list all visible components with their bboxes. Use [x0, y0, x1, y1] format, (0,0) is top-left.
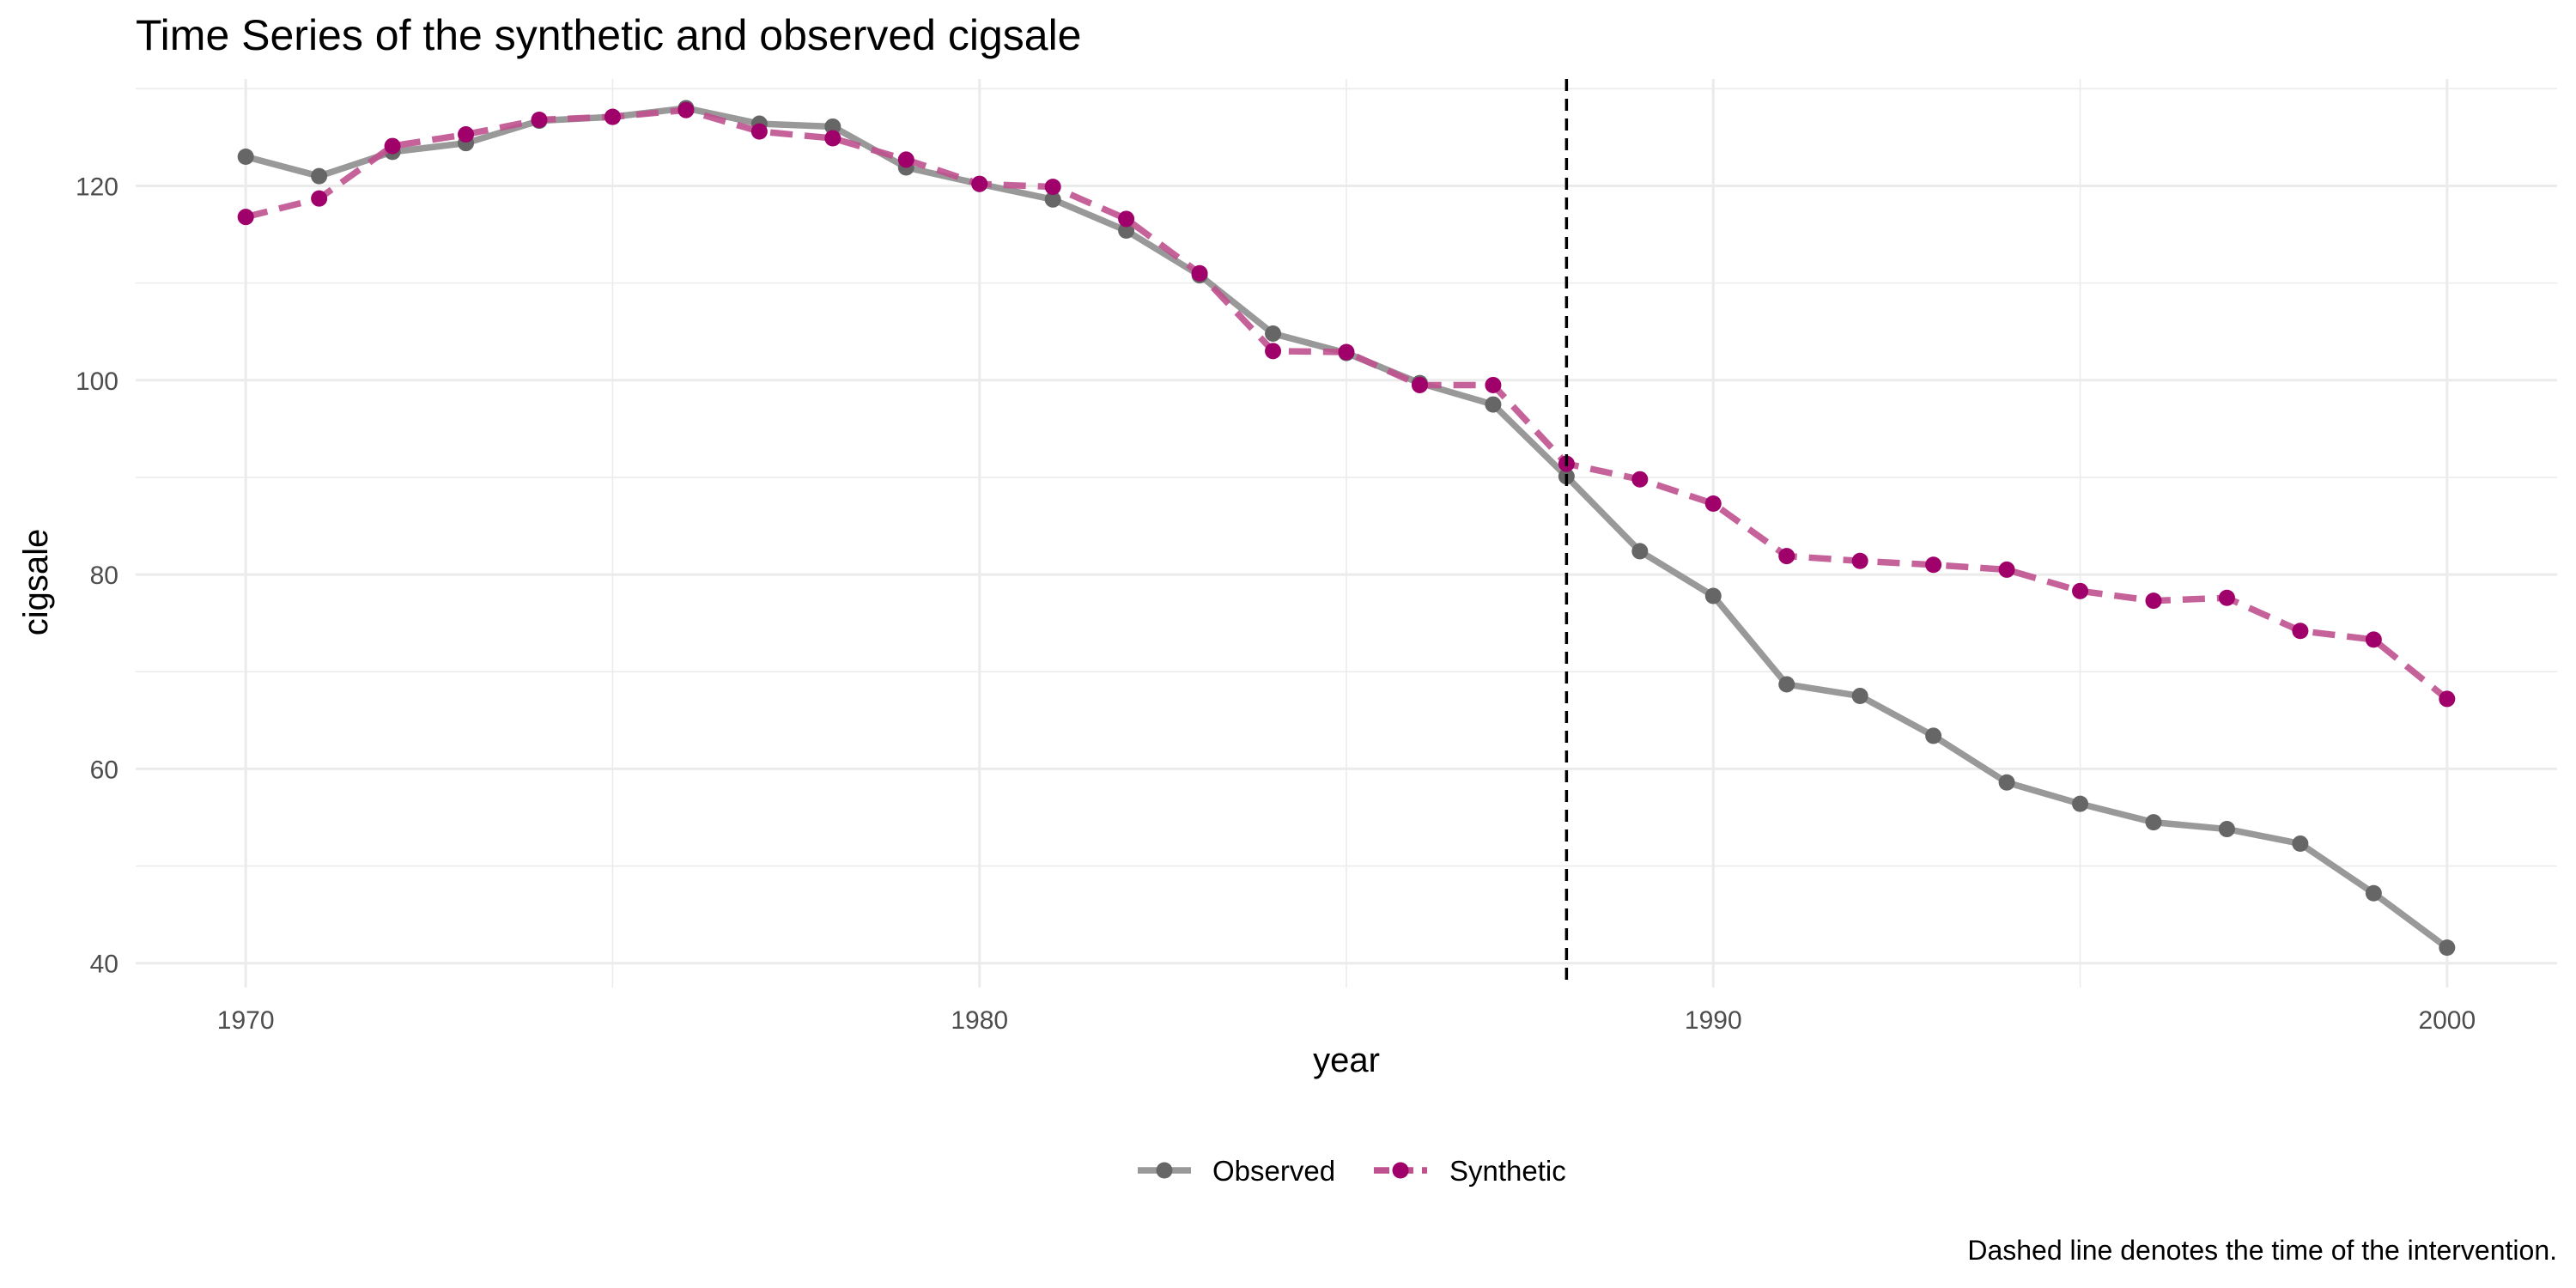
data-point-synthetic [237, 209, 254, 226]
data-point-observed [2218, 821, 2235, 838]
chart-title: Time Series of the synthetic and observe… [136, 11, 1082, 59]
data-point-synthetic [1411, 376, 1428, 393]
data-point-synthetic [2145, 592, 2162, 610]
y-axis-label: cigsale [17, 529, 55, 636]
y-tick-label: 80 [90, 562, 118, 590]
y-tick-label: 120 [76, 173, 118, 201]
y-tick-label: 40 [90, 951, 118, 979]
data-point-synthetic [1704, 495, 1722, 512]
data-point-observed [1631, 543, 1649, 560]
x-tick-label: 1980 [951, 1006, 1008, 1035]
data-point-observed [1704, 587, 1722, 605]
x-axis-label: year [1313, 1042, 1380, 1079]
data-point-synthetic [1998, 561, 2015, 578]
data-point-synthetic [1778, 548, 1795, 565]
data-point-observed [824, 118, 841, 135]
chart-caption: Dashed line denotes the time of the inte… [1967, 1235, 2557, 1266]
data-point-observed [1851, 688, 1868, 705]
data-point-synthetic [897, 151, 914, 168]
data-point-synthetic [1485, 376, 1502, 393]
data-point-observed [1044, 191, 1061, 208]
x-axis-ticks: 1970 1980 1990 2000 [217, 1006, 2476, 1035]
data-point-observed [2292, 835, 2309, 853]
y-tick-label: 60 [90, 756, 118, 784]
data-point-synthetic [1631, 471, 1649, 488]
data-point-observed [1778, 676, 1795, 693]
legend-swatch-point-synthetic [1392, 1162, 1409, 1179]
data-point-observed [2072, 795, 2089, 812]
data-point-synthetic [1925, 556, 1942, 574]
data-point-observed [2365, 884, 2382, 902]
data-point-observed [237, 149, 254, 166]
data-point-synthetic [1118, 210, 1135, 228]
data-point-observed [1485, 396, 1502, 413]
series-synthetic [237, 101, 2456, 708]
legend-label-synthetic: Synthetic [1449, 1155, 1566, 1187]
x-tick-label: 1990 [1685, 1006, 1742, 1035]
legend-swatch-point-observed [1156, 1162, 1173, 1179]
data-point-synthetic [750, 123, 768, 140]
legend-item-observed: Observed [1138, 1155, 1335, 1187]
data-point-synthetic [1265, 343, 1282, 360]
data-point-observed [1265, 325, 1282, 342]
x-tick-label: 1970 [217, 1006, 275, 1035]
legend: Observed Synthetic [1138, 1155, 1566, 1187]
data-point-observed [2145, 814, 2162, 831]
data-point-synthetic [2072, 582, 2089, 599]
legend-label-observed: Observed [1212, 1155, 1335, 1187]
y-tick-label: 100 [76, 368, 118, 396]
data-point-synthetic [1191, 264, 1208, 282]
data-point-synthetic [458, 125, 475, 143]
data-point-observed [2439, 939, 2456, 957]
data-point-synthetic [2439, 690, 2456, 708]
x-tick-label: 2000 [2418, 1006, 2476, 1035]
data-point-observed [1998, 774, 2015, 791]
data-point-synthetic [2218, 589, 2235, 606]
data-point-observed [1118, 222, 1135, 240]
data-point-synthetic [531, 112, 548, 129]
data-point-synthetic [971, 175, 988, 192]
data-point-observed [311, 167, 328, 185]
data-point-synthetic [824, 130, 841, 147]
data-point-synthetic [677, 101, 695, 118]
series-layer [237, 100, 2456, 957]
data-point-observed [1925, 727, 1942, 744]
data-point-synthetic [311, 190, 328, 207]
data-point-synthetic [604, 108, 621, 125]
grid [136, 79, 2557, 987]
data-point-synthetic [2292, 623, 2309, 640]
data-point-synthetic [384, 137, 401, 155]
data-point-synthetic [1851, 552, 1868, 569]
data-point-synthetic [1044, 179, 1061, 196]
data-point-synthetic [1338, 343, 1355, 361]
legend-item-synthetic: Synthetic [1374, 1155, 1566, 1187]
y-axis-ticks: 40 60 80 100 120 [76, 173, 118, 978]
data-point-synthetic [2365, 631, 2382, 648]
